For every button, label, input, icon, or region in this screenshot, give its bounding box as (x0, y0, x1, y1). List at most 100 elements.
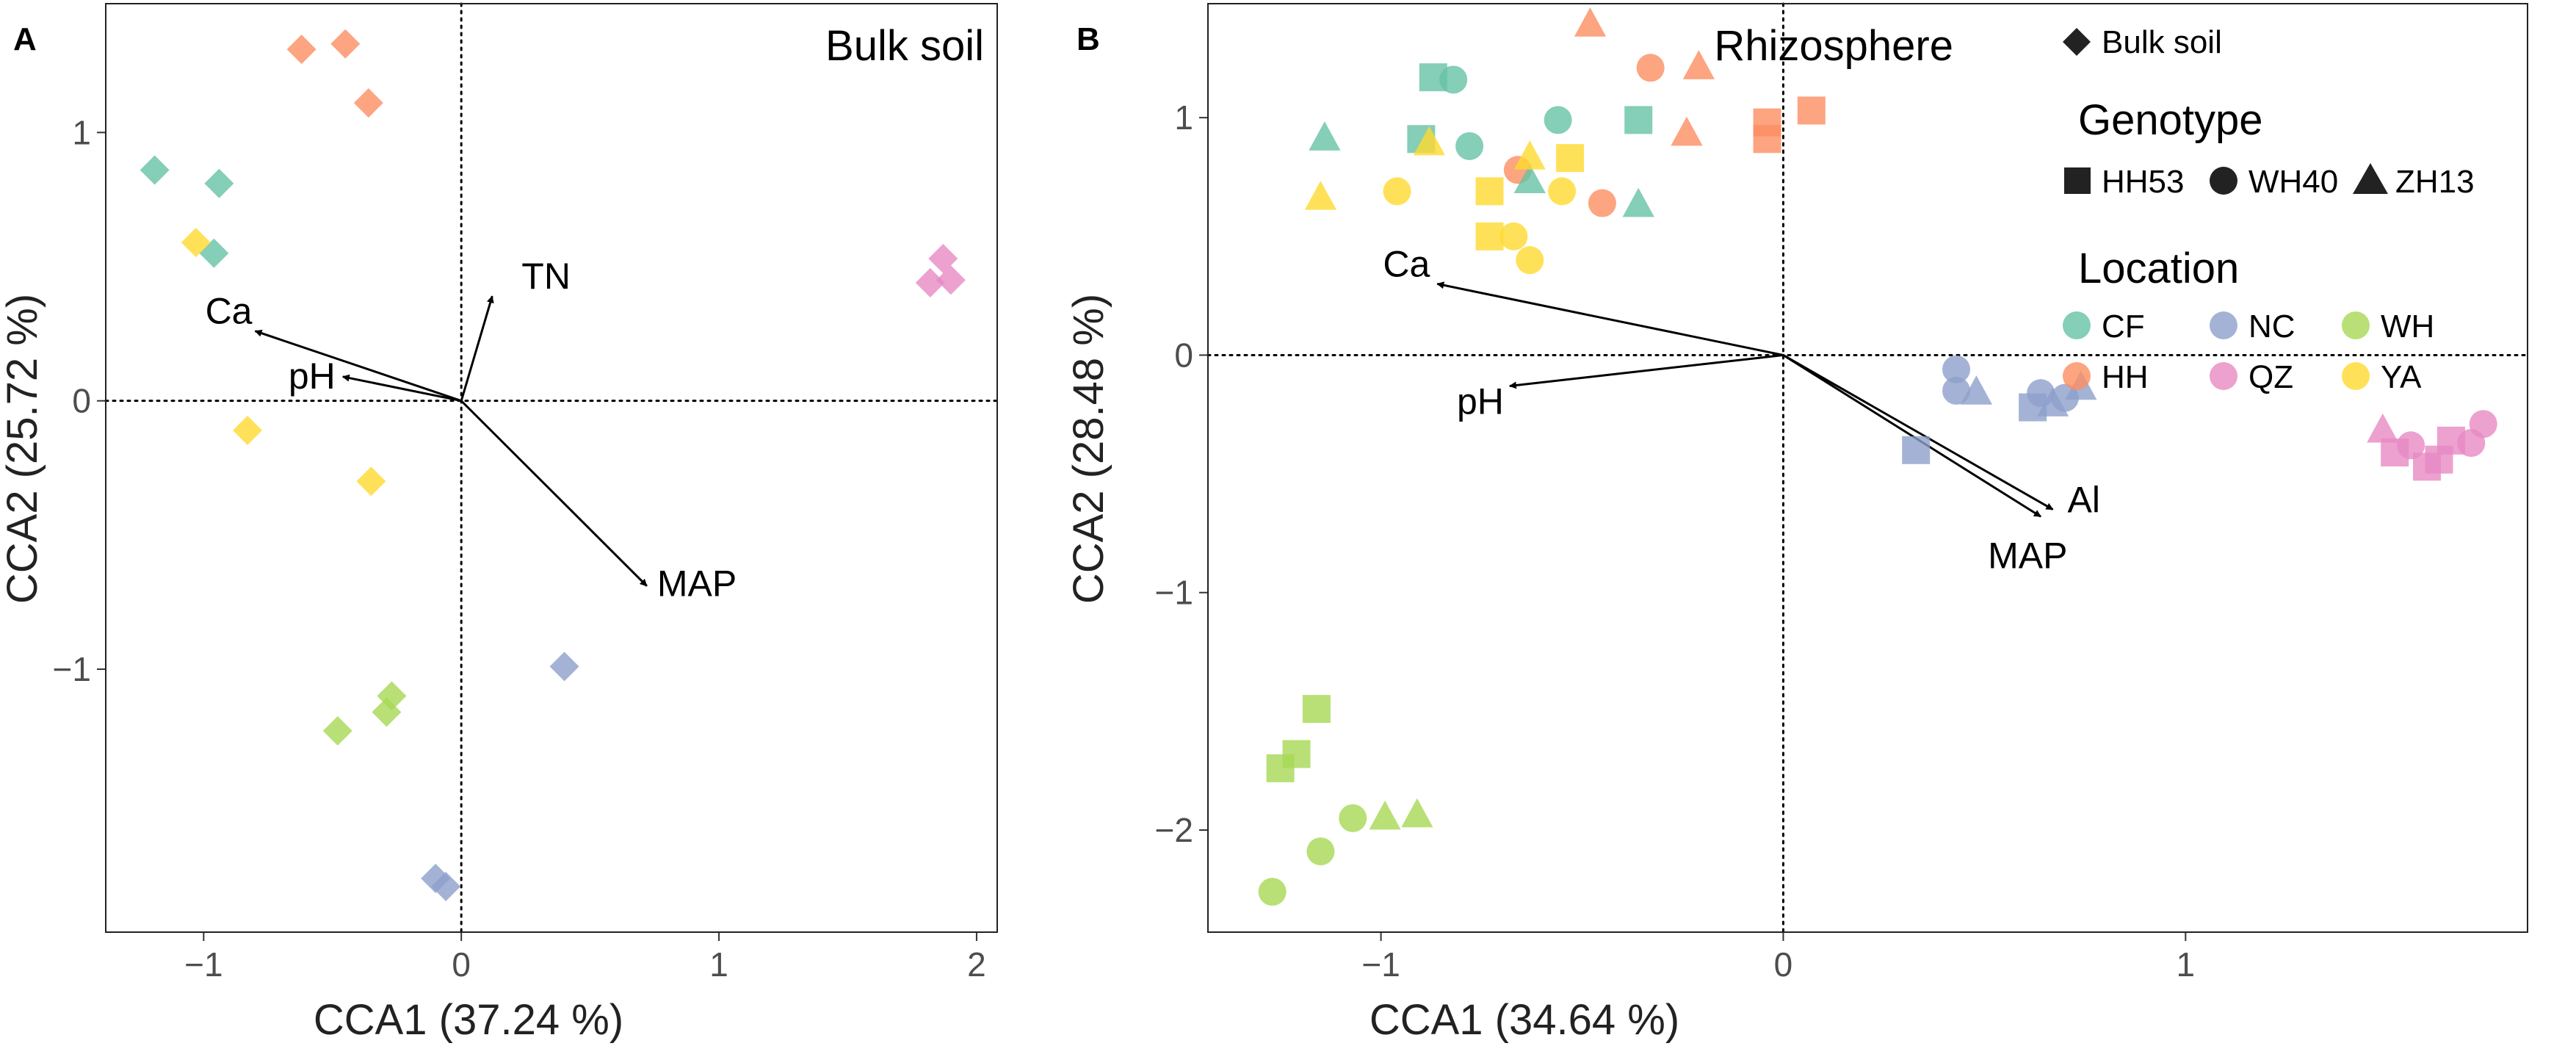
data-point-qz-diamond (915, 267, 945, 297)
arrow-tn (460, 295, 494, 402)
legend-swatch-ya (2342, 362, 2370, 390)
legend-swatch-nc (2210, 311, 2237, 339)
x-tick-label: 1 (2177, 945, 2196, 984)
arrow-label-ph: pH (1457, 380, 1504, 422)
panel-b-title: Rhizosphere (1714, 22, 1953, 70)
panel-b-ticks: −1 0 1 −2 −1 0 1 (1155, 98, 2196, 984)
panel-a-points (140, 29, 966, 901)
arrow-label-tn: TN (521, 256, 571, 297)
data-point-ya-circle (1516, 246, 1544, 275)
data-point-wh-square (1302, 695, 1331, 724)
legend-genotype-wh40: WH40 (2248, 164, 2338, 200)
legend-location-cf: CF (2102, 309, 2145, 345)
data-point-wh-diamond (372, 697, 402, 727)
data-point-wh-circle (1339, 804, 1367, 832)
legend-location-hh: HH (2102, 359, 2149, 395)
legend-location-qz: QZ (2248, 359, 2293, 395)
data-point-cf-triangle (1513, 164, 1546, 194)
arrow-label-ca: Ca (1383, 243, 1430, 284)
data-point-qz-circle (2457, 429, 2486, 458)
legend-bulk-soil-label: Bulk soil (2102, 24, 2222, 60)
data-point-nc-triangle (1960, 375, 1993, 405)
panel-a-ticks: −1 0 1 2 −1 0 1 (53, 113, 986, 984)
data-point-wh-square (1266, 754, 1295, 782)
data-point-hh-triangle (1682, 50, 1715, 79)
data-point-ya-circle (1383, 177, 1411, 206)
legend: Bulk soil Genotype HH53 WH40 ZH13 Locati… (2063, 24, 2475, 395)
data-point-hh-diamond (330, 29, 361, 59)
x-tick-label: −1 (1361, 945, 1400, 984)
data-point-ya-square (1556, 144, 1585, 173)
legend-swatch-hh (2063, 362, 2091, 390)
panel-a-frame (105, 3, 998, 933)
legend-location-title: Location (2078, 245, 2239, 292)
data-point-ya-circle (1499, 222, 1528, 250)
legend-genotype-zh13: ZH13 (2395, 164, 2475, 200)
x-tick-label: 1 (709, 945, 728, 984)
data-point-qz-triangle (2367, 413, 2399, 443)
legend-location-nc: NC (2248, 309, 2295, 345)
data-point-ya-triangle (1513, 140, 1546, 170)
data-point-hh-circle (1588, 189, 1616, 217)
data-point-nc-square (1902, 436, 1931, 464)
data-point-ya-diamond (181, 228, 211, 258)
data-point-nc-circle (1942, 376, 1971, 405)
data-point-nc-diamond (431, 871, 461, 901)
data-point-hh-square (1753, 125, 1781, 154)
data-point-qz-square (2413, 452, 2442, 481)
data-point-hh-triangle (1574, 7, 1607, 37)
data-point-cf-triangle (1622, 187, 1654, 217)
y-tick-label: 0 (72, 382, 91, 420)
data-point-nc-square (2019, 393, 2047, 422)
data-point-nc-circle (1942, 355, 1971, 383)
legend-genotype-hh53: HH53 (2102, 164, 2185, 200)
data-point-cf-circle (1455, 131, 1484, 160)
data-point-qz-diamond (936, 265, 966, 295)
x-tick-label: 0 (452, 945, 471, 984)
data-point-cf-circle (1439, 65, 1468, 94)
data-point-hh-diamond (353, 88, 383, 118)
panel-a-reference-lines (104, 2, 999, 934)
y-tick-label: 0 (1174, 336, 1193, 374)
legend-triangle-icon (2353, 163, 2388, 194)
panel-a-x-axis-label: CCA1 (37.24 %) (314, 996, 623, 1044)
y-tick-label: −1 (1155, 574, 1193, 612)
data-point-cf-circle (1544, 106, 1572, 134)
data-point-ya-square (1475, 222, 1504, 250)
data-point-ya-square (1475, 177, 1504, 206)
data-point-qz-square (2381, 438, 2409, 466)
legend-diamond-icon (2063, 28, 2091, 56)
panel-b-y-axis-label: CCA2 (28.48 %) (1065, 294, 1112, 604)
panel-a-bulk-soil: A CCA2 (25.72 %) CCA1 (37.24 %) −1 0 1 2 −1 0… (0, 2, 999, 1044)
data-point-ya-triangle (1413, 126, 1445, 156)
data-point-ya-diamond (232, 415, 262, 445)
data-point-cf-diamond (140, 155, 170, 185)
legend-square-icon (2064, 167, 2091, 194)
data-point-hh-diamond (286, 35, 316, 65)
legend-location-ya: YA (2381, 359, 2422, 395)
arrow-ph (341, 374, 462, 403)
panel-a-y-axis-label: CCA2 (25.72 %) (0, 294, 46, 604)
x-tick-label: 0 (1774, 945, 1793, 984)
panel-b-x-axis-label: CCA1 (34.64 %) (1370, 996, 1679, 1044)
y-tick-label: 1 (1174, 98, 1193, 137)
arrow-map (1782, 354, 2041, 518)
panel-b-rhizosphere: B CCA2 (28.48 %) CCA1 (34.64 %) −1 0 1−2−1… (1065, 2, 2529, 1044)
x-tick-label: 2 (967, 945, 986, 984)
y-tick-label: −2 (1155, 811, 1193, 849)
data-point-nc-diamond (549, 652, 579, 682)
legend-swatch-qz (2210, 362, 2237, 390)
data-point-wh-circle (1258, 878, 1287, 906)
arrow-label-ph: pH (289, 356, 336, 397)
data-point-wh-circle (1306, 837, 1335, 866)
data-point-wh-triangle (1401, 798, 1433, 828)
data-point-cf-square (1624, 106, 1653, 134)
legend-genotype-title: Genotype (2078, 96, 2263, 144)
y-tick-label: 1 (72, 113, 91, 151)
arrow-al (1782, 354, 2054, 511)
arrow-label-al: Al (2068, 480, 2100, 521)
arrow-ca (254, 329, 462, 403)
